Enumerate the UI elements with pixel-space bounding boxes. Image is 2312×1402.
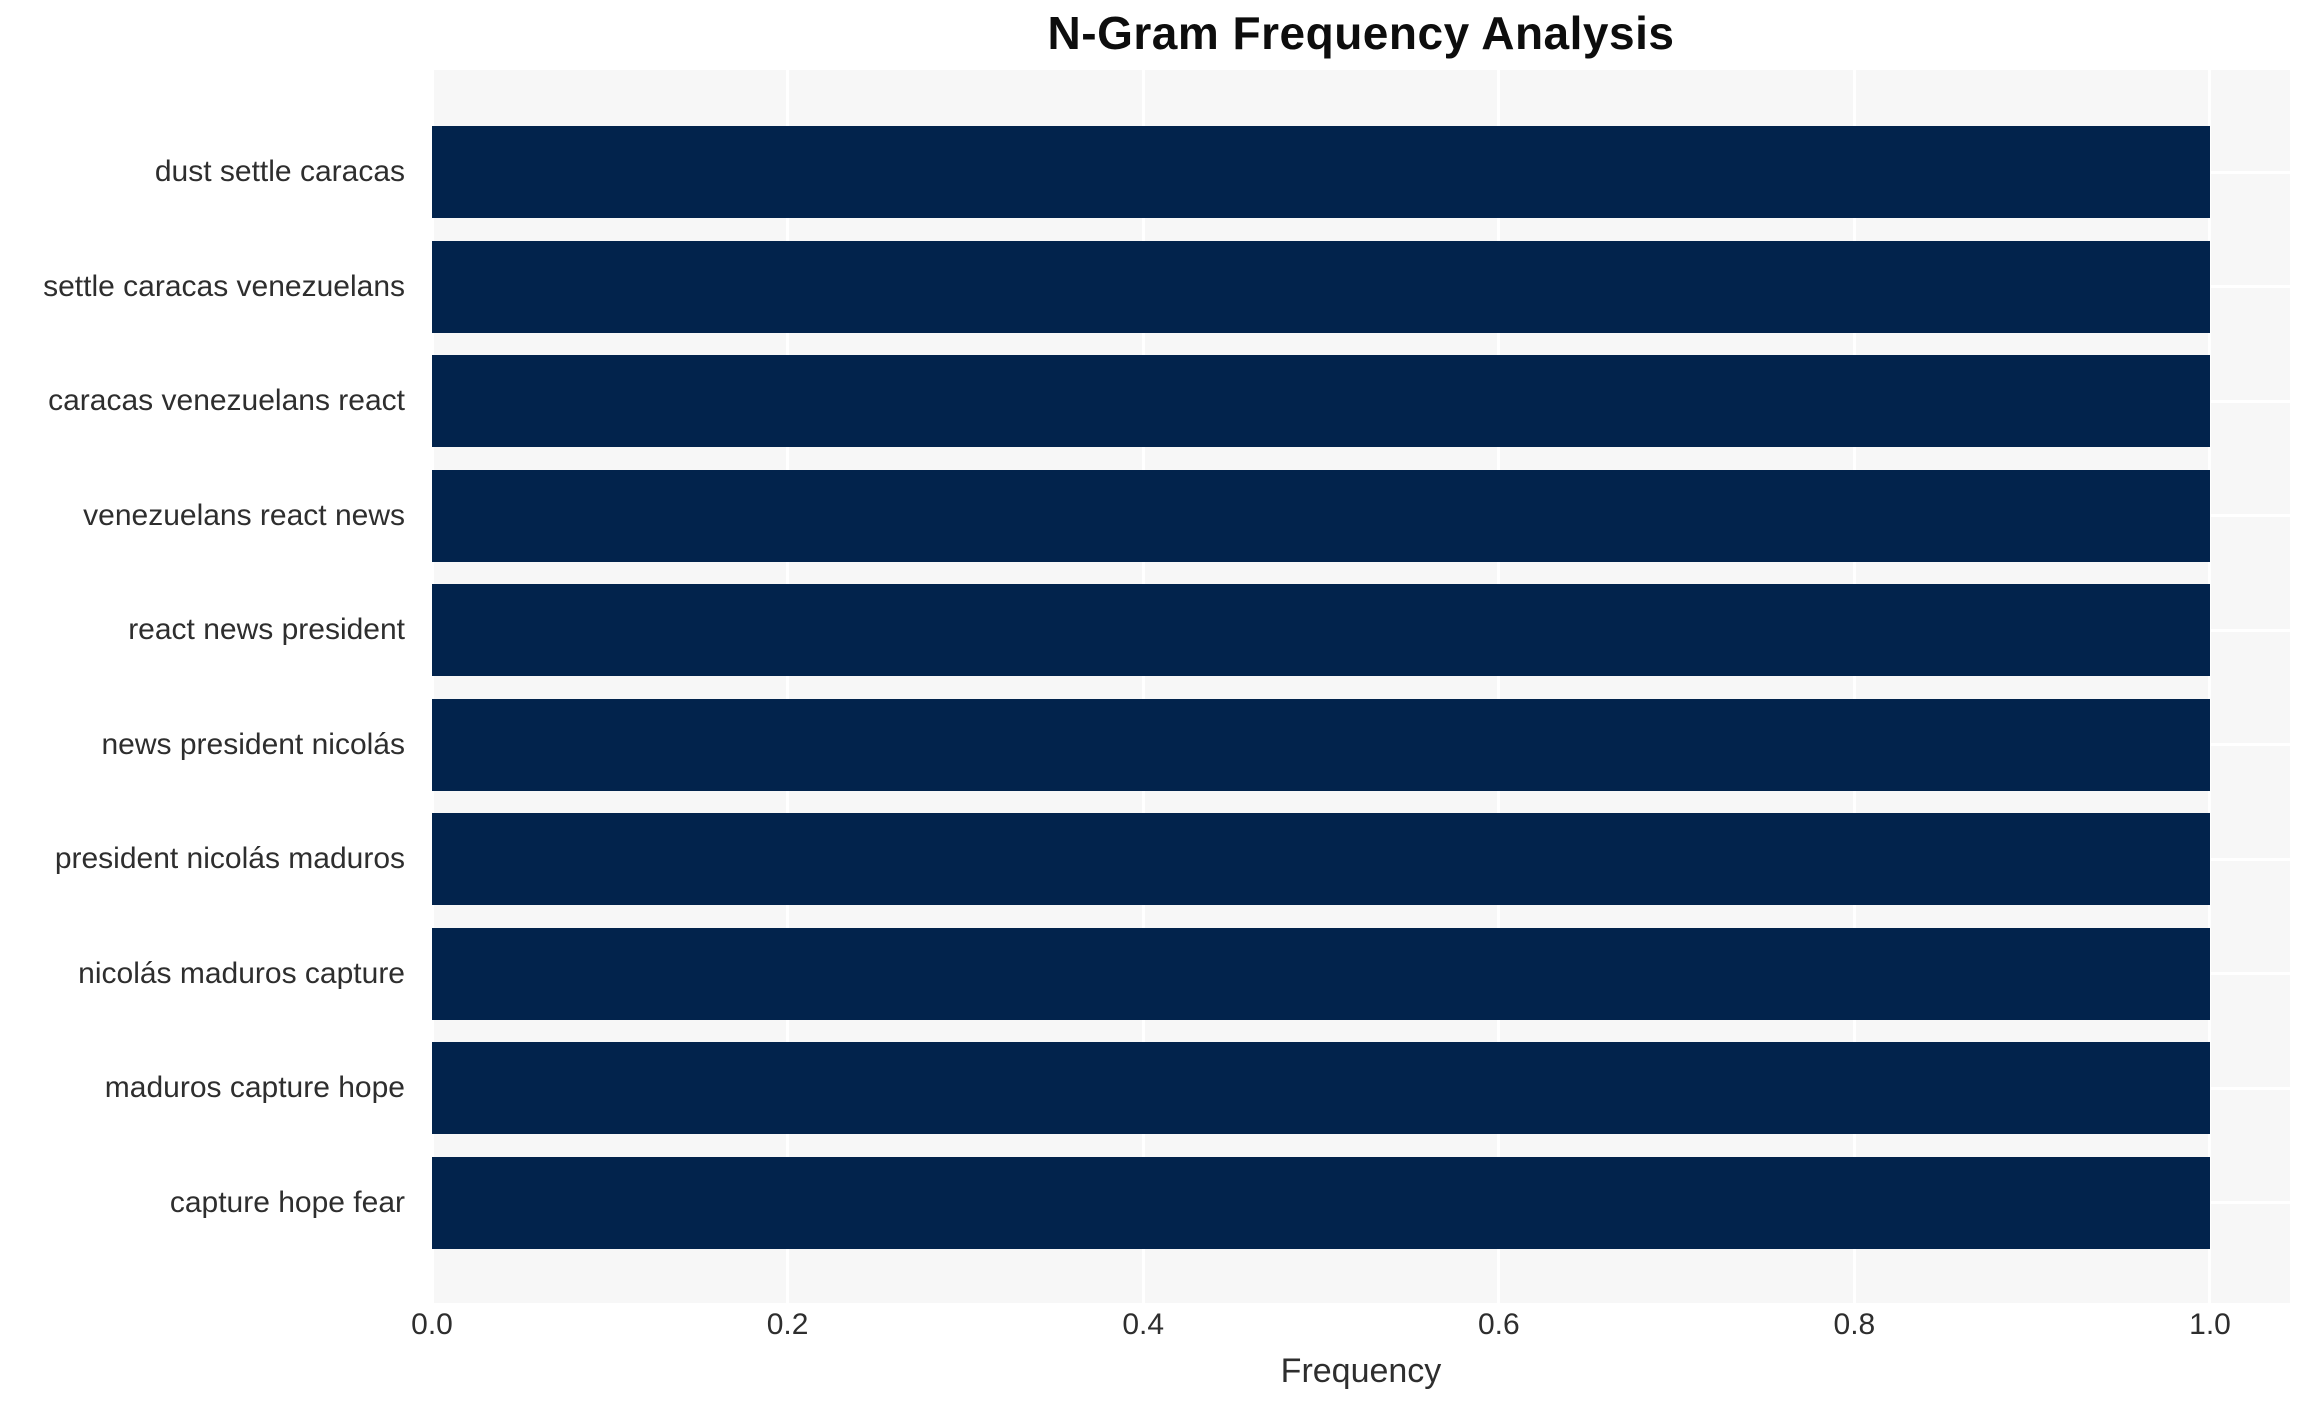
bar-row [432, 1146, 2290, 1261]
vertical-gridline [430, 70, 434, 1303]
chart-title: N-Gram Frequency Analysis [1047, 7, 1675, 59]
y-tick-label: president nicolás maduros [54, 842, 405, 876]
y-tick-label: maduros capture hope [104, 1071, 405, 1105]
bar-row [432, 459, 2290, 574]
bar-row [432, 230, 2290, 345]
bar [432, 584, 2210, 677]
x-tick-label: 0.2 [766, 1308, 809, 1341]
y-tick-label: venezuelans react news [83, 498, 405, 532]
vertical-gridline [1497, 70, 1501, 1303]
bar [432, 126, 2210, 219]
y-tick-label: news president nicolás [101, 727, 405, 761]
bar [432, 240, 2210, 333]
bar [432, 469, 2210, 562]
y-tick-label: dust settle caracas [154, 155, 405, 189]
bar-row [432, 802, 2290, 917]
bar [432, 355, 2210, 448]
x-tick-label: 0.8 [1833, 1308, 1876, 1341]
bar [432, 698, 2210, 791]
bar-row [432, 573, 2290, 688]
y-tick-label: settle caracas venezuelans [43, 269, 405, 303]
x-tick-label: 1.0 [2189, 1308, 2231, 1341]
y-tick-label: capture hope fear [169, 1185, 405, 1219]
vertical-gridline [786, 70, 790, 1303]
y-tick-label: nicolás maduros capture [78, 956, 405, 990]
bar-row [432, 917, 2290, 1032]
x-axis-title: Frequency [1280, 1352, 1442, 1390]
y-axis-labels: dust settle caracas settle caracas venezu… [0, 70, 414, 1303]
x-tick-label: 0.6 [1477, 1308, 1520, 1341]
vertical-gridline [1141, 70, 1145, 1303]
y-tick-label: caracas venezuelans react [48, 384, 405, 418]
bar-row [432, 115, 2290, 230]
bar [432, 1156, 2210, 1249]
vertical-gridline [1852, 70, 1856, 1303]
vertical-gridline [2208, 70, 2212, 1303]
bar [432, 1042, 2210, 1135]
y-tick-label: react news president [128, 613, 405, 647]
x-tick-label: 0.4 [1122, 1308, 1165, 1341]
bar [432, 813, 2210, 906]
x-tick-label: 0.0 [411, 1308, 453, 1341]
bar [432, 927, 2210, 1020]
bar-row [432, 344, 2290, 459]
bar-row [432, 688, 2290, 803]
bar-row [432, 1031, 2290, 1146]
x-axis-ticks: 0.0 0.2 0.4 0.6 0.8 1.0 [411, 1308, 2231, 1348]
bar-rows [432, 70, 2290, 1303]
